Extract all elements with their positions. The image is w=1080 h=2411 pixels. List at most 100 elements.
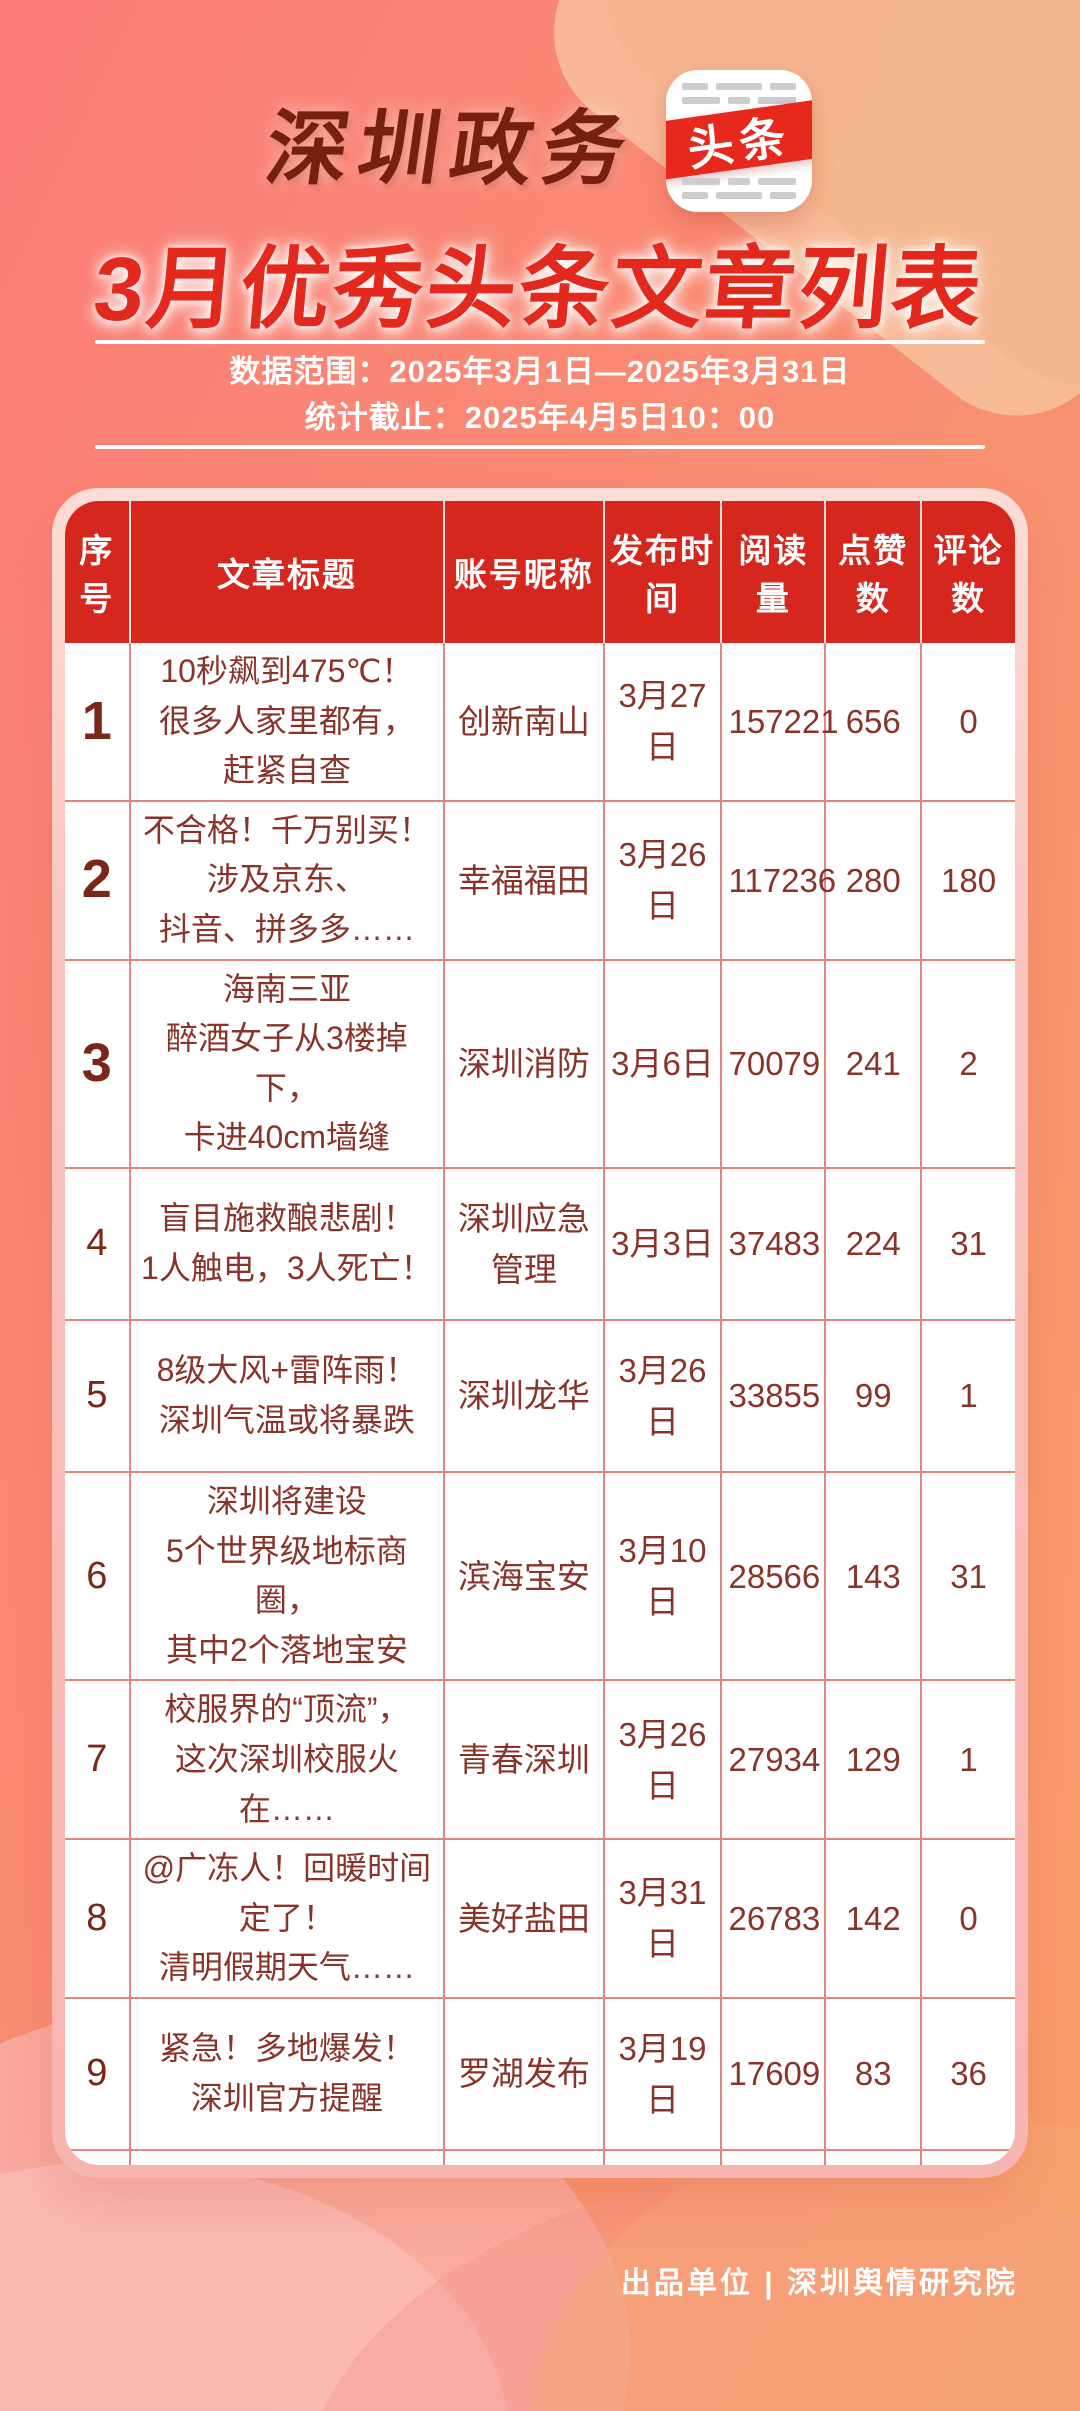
publish-date: 3月19日 [603,1997,723,2151]
comment-count: 1 [921,1680,1015,1841]
like-count: 162 [825,2149,923,2165]
account-name: 青春深圳 [444,1680,605,1841]
toutiao-logo-icon: 头条 [666,70,812,212]
account-name: 美好盐田 [444,1839,605,1999]
rank-number: 7 [65,1680,131,1841]
article-title: 深圳将建设 5个世界级地标商圈， 其中2个落地宝安 [129,1471,446,1682]
publish-date: 3月26日 [603,1319,723,1473]
read-count: 26783 [721,1839,827,1999]
rank-number: 8 [65,1839,131,1999]
publish-date: 3月17日 [603,2149,723,2165]
column-header-4: 阅读量 [721,501,827,643]
table-row: 7 校服界的“顶流”， 这次深圳校服火在…… 青春深圳 3月26日 27934 129 1 [65,1680,1015,1841]
like-count: 129 [825,1680,923,1841]
account-name: 创新南山 [444,643,605,802]
rank-number: 10 [65,2149,131,2165]
header: 深圳政务 头条 [0,70,1080,212]
comment-count: 31 [921,1167,1015,1321]
read-count: 157221 [721,643,839,802]
article-title: 紧急！多地爆发！ 深圳官方提醒 [129,1997,446,2151]
like-count: 99 [825,1319,923,1473]
comment-count: 180 [921,800,1015,961]
comment-count: 0 [921,2150,1015,2165]
table-row: 6 深圳将建设 5个世界级地标商圈， 其中2个落地宝安 滨海宝安 3月10日 28566 14… [65,1471,1015,1682]
stat-deadline-text: 统计截止：2025年4月5日10：00 [304,400,776,436]
article-title: 海南三亚 醉酒女子从3楼掉下， 卡进40cm墙缝 [129,959,446,1169]
table-row: 1 10秒飙到475℃！ 很多人家里都有， 赶紧自查 创新南山 3月27日 157221 65… [65,643,1015,802]
meta-block: 数据范围：2025年3月1日—2025年3月31日 统计截止：2025年4月5日… [95,340,985,450]
table-row: 9 紧急！多地爆发！ 深圳官方提醒 罗湖发布 3月19日 17609 83 36 [65,1997,1015,2151]
like-count: 83 [825,1997,923,2151]
like-count: 143 [825,1471,923,1682]
logo-newspaper-lines-top [682,83,797,104]
account-name: 深圳龙华 [444,1319,605,1473]
divider-top [95,340,985,344]
comment-count: 0 [921,643,1015,802]
rank-number: 2 [65,800,131,961]
publish-date: 3月10日 [603,1471,723,1682]
like-count: 142 [825,1839,923,1999]
table-card: 序号 文章标题 账号昵称 发布时间 阅读量 点赞数 评论数 1 10秒飙到475℃！ 很多人家里… [52,488,1028,2178]
account-name: 深圳消防 [444,959,605,1169]
data-range-text: 数据范围：2025年3月1日—2025年3月31日 [229,354,851,389]
article-title: 刀郎演唱会，定档深圳龙岗！ [129,2149,446,2165]
table-row: 10刀郎演唱会，定档深圳龙岗！深圳龙岗发布3月17日153021620 [65,2149,1015,2165]
table-card-inner: 序号 文章标题 账号昵称 发布时间 阅读量 点赞数 评论数 1 10秒飙到475℃！ 很多人家里… [65,501,1015,2165]
table-row: 4 盲目施救酿悲剧！ 1人触电，3人死亡！ 深圳应急管理 3月3日 37483 224 31 [65,1167,1015,1321]
comment-count: 36 [921,1997,1015,2151]
brand-title: 深圳政务 [260,103,642,195]
column-header-0: 序号 [65,501,131,643]
rank-number: 6 [65,1471,131,1682]
account-name: 深圳龙岗发布 [444,2149,605,2165]
article-title: 10秒飙到475℃！ 很多人家里都有， 赶紧自查 [129,643,446,802]
table-row: 2 不合格！千万别买！ 涉及京东、 抖音、拼多多…… 幸福福田 3月26日 117236 28… [65,800,1015,961]
column-header-3: 发布时间 [603,501,723,643]
read-count: 17609 [721,1997,827,2151]
read-count: 27934 [721,1680,827,1841]
table-row: 5 8级大风+雷阵雨！ 深圳气温或将暴跌 深圳龙华 3月26日 33855 99 1 [65,1319,1015,1473]
logo-banner-text: 头条 [684,109,795,176]
table-body: 1 10秒飙到475℃！ 很多人家里都有， 赶紧自查 创新南山 3月27日 157221 65… [65,643,1015,2165]
table-header-row: 序号 文章标题 账号昵称 发布时间 阅读量 点赞数 评论数 [65,501,1015,643]
column-header-5: 点赞数 [825,501,923,643]
account-name: 深圳应急管理 [444,1167,605,1321]
account-name: 幸福福田 [444,800,605,961]
table-row: 8 @广冻人！回暖时间定了！ 清明假期天气…… 美好盐田 3月31日 26783 142 0 [65,1839,1015,1999]
column-header-1: 文章标题 [129,501,446,643]
article-title: 盲目施救酿悲剧！ 1人触电，3人死亡！ [129,1167,446,1321]
article-title: @广冻人！回暖时间定了！ 清明假期天气…… [129,1839,446,1999]
column-header-6: 评论数 [921,501,1015,643]
page-title: 3月优秀头条文章列表 [89,240,989,340]
article-table: 序号 文章标题 账号昵称 发布时间 阅读量 点赞数 评论数 1 10秒飙到475℃！ 很多人家里… [65,501,1015,2165]
rank-number: 4 [65,1167,131,1321]
rank-number: 1 [65,643,131,802]
comment-count: 2 [921,959,1015,1169]
divider-bottom [95,445,985,450]
like-count: 656 [825,643,923,802]
comment-count: 1 [921,1319,1015,1473]
rank-number: 3 [65,959,131,1169]
rank-number: 9 [65,1997,131,2151]
like-count: 280 [825,800,923,961]
read-count: 117236 [721,800,836,961]
account-name: 罗湖发布 [444,1997,605,2151]
publish-date: 3月27日 [603,643,723,802]
read-count: 33855 [721,1319,827,1473]
like-count: 241 [825,959,923,1169]
account-name: 滨海宝安 [444,1471,605,1682]
logo-banner: 头条 [666,99,812,181]
column-header-2: 账号昵称 [444,501,605,643]
read-count: 37483 [721,1167,827,1321]
like-count: 224 [825,1167,923,1321]
footer-credit: 出品单位 | 深圳舆情研究院 [620,2267,1018,2300]
article-title: 校服界的“顶流”， 这次深圳校服火在…… [129,1680,446,1841]
publish-date: 3月3日 [603,1167,723,1321]
article-title: 8级大风+雷阵雨！ 深圳气温或将暴跌 [129,1319,446,1473]
table-row: 3 海南三亚 醉酒女子从3楼掉下， 卡进40cm墙缝 深圳消防 3月6日 70079 241 2 [65,959,1015,1169]
read-count: 28566 [721,1471,827,1682]
publish-date: 3月6日 [603,959,723,1169]
publish-date: 3月26日 [603,1680,723,1841]
publish-date: 3月31日 [603,1839,723,1999]
read-count: 15302 [721,2149,827,2165]
